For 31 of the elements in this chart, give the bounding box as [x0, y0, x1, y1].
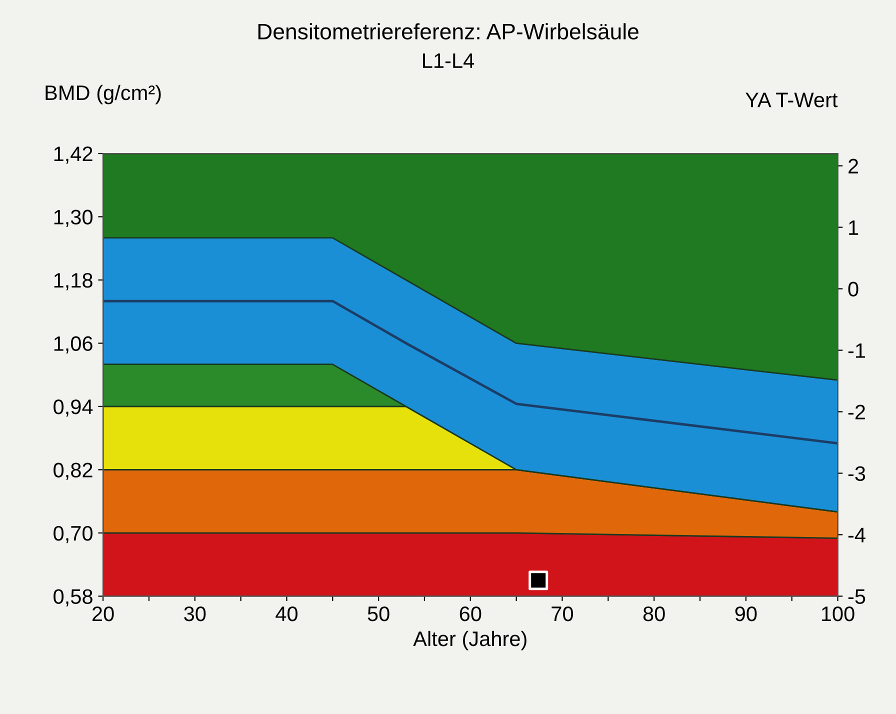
y-tick-label: 0,58 [54, 589, 92, 606]
y2-tick-label: -2 [848, 404, 865, 420]
x-tick-label: 60 [460, 606, 482, 622]
line-series [103, 300, 838, 445]
y-tick-label: 1,06 [54, 336, 92, 354]
x-tick-label: 90 [735, 606, 757, 622]
y-axis-title: BMD (g/cm²) [46, 84, 161, 104]
y2-tick-label: -1 [848, 343, 865, 358]
y2-axis-title: YA T-Wert [746, 92, 838, 108]
chart-subtitle: L1-L4 [423, 53, 474, 68]
y2-tick-label: -5 [848, 589, 866, 604]
y2-tick-label: 1 [849, 220, 858, 235]
x-axis-title: Alter (Jahre) [413, 630, 526, 650]
y2-tick-label: 0 [848, 282, 858, 297]
y-tick-label: 0,82 [54, 462, 92, 480]
y-tick-label: 1,18 [54, 272, 92, 290]
x-tick-label: 50 [368, 606, 390, 622]
y-tick-label: 0,70 [54, 526, 93, 544]
chart-title: Densitometriereferenz: AP-Wirbelsäule [258, 23, 638, 40]
x-tick-label: 70 [552, 606, 574, 622]
y-tick-label: 0,94 [54, 399, 93, 417]
x-tick-label: 20 [92, 606, 114, 622]
x-tick-label: 40 [276, 606, 298, 622]
x-tick-label: 80 [643, 606, 665, 622]
y2-tick-label: -3 [848, 466, 866, 481]
x-tick-label: 100 [822, 606, 854, 622]
y2-tick-label: -4 [848, 528, 866, 542]
x-tick-label: 30 [184, 606, 206, 622]
y-tick-label: 1,42 [54, 146, 92, 164]
y-tick-label: 1,30 [54, 210, 93, 227]
y2-tick-label: 2 [848, 158, 858, 174]
